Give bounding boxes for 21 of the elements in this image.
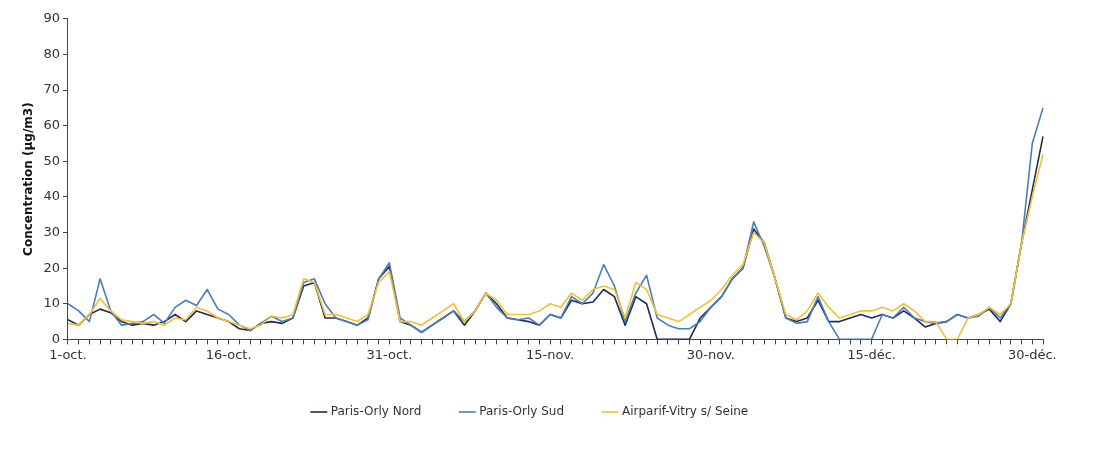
x-tick-label: 30-nov. xyxy=(686,346,735,362)
legend-label: Airparif-Vitry s/ Seine xyxy=(622,404,749,419)
x-tick-label: 31-oct. xyxy=(366,346,413,362)
x-tick-label: 15-nov. xyxy=(525,346,575,362)
legend-label: Paris-Orly Sud xyxy=(479,404,565,419)
y-axis-title: Concentration (µg/m3) xyxy=(21,102,36,256)
y-tick-label: 0 xyxy=(51,330,60,346)
y-tick-label: 20 xyxy=(43,259,60,275)
y-tick-label: 30 xyxy=(43,223,60,239)
x-tick-label: 16-oct. xyxy=(205,346,252,362)
y-tick-label: 40 xyxy=(43,188,60,204)
x-tick-label: 15-déc. xyxy=(847,346,896,362)
y-tick-label: 50 xyxy=(43,152,60,168)
x-tick-label: 30-déc. xyxy=(1007,346,1057,362)
y-tick-label: 60 xyxy=(43,117,60,133)
y-tick-label: 80 xyxy=(43,45,60,61)
y-tick-label: 90 xyxy=(43,10,60,26)
legend-label: Paris-Orly Nord xyxy=(330,404,422,419)
y-tick-label: 70 xyxy=(43,81,60,97)
x-tick-label: 1-oct. xyxy=(49,346,87,362)
y-tick-label: 10 xyxy=(43,295,60,311)
